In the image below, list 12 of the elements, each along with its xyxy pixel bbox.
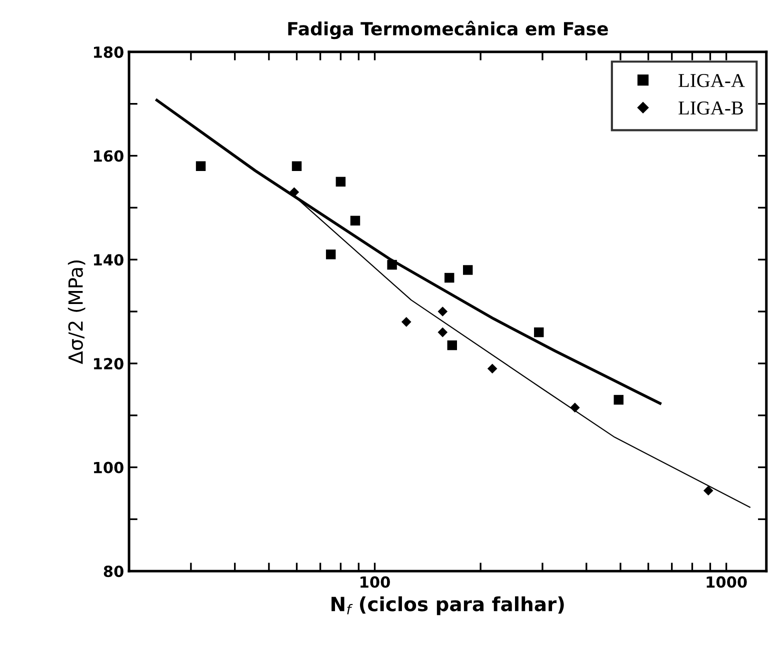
y-tick-label: 80 bbox=[104, 566, 124, 578]
y-tick-label: 140 bbox=[94, 254, 124, 266]
y-tick-label: 100 bbox=[94, 462, 124, 474]
y-tick-label: 120 bbox=[94, 358, 124, 370]
x-axis-title: N$_{f}$ (ciclos para falhar) bbox=[332, 596, 564, 616]
y-tick-label: 180 bbox=[94, 46, 124, 58]
y-axis-title: Δσ/2 (MPa) bbox=[68, 260, 86, 364]
legend-label: LIGA-A bbox=[678, 74, 745, 88]
chart-title: Fadiga Termomecânica em Fase bbox=[288, 20, 608, 40]
y-tick-label: 160 bbox=[94, 150, 124, 162]
x-tick-label: 1000 bbox=[706, 576, 747, 588]
legend-label: LIGA-B bbox=[678, 102, 743, 115]
